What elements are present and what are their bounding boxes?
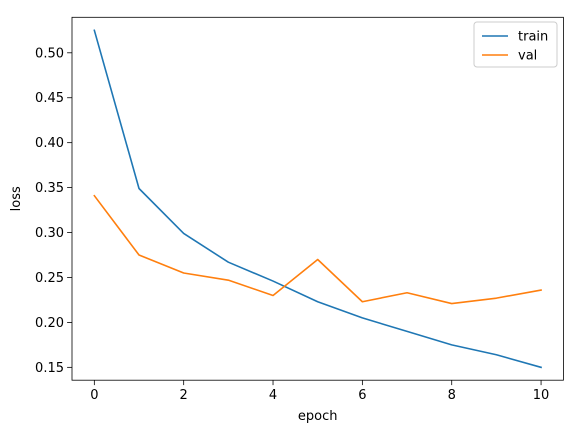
y-tick-label: 0.50: [35, 46, 64, 61]
y-axis-label: loss: [9, 186, 24, 211]
legend: train val: [473, 21, 558, 68]
legend-label-val: val: [518, 49, 537, 64]
x-tick-label: 4: [269, 388, 277, 403]
x-tick-label: 2: [180, 388, 188, 403]
y-tick-label: 0.30: [35, 226, 64, 241]
series-group: [93, 29, 543, 369]
y-axis-ticks: 0.15 0.20 0.25 0.30 0.35 0.40 0.45 0.50: [35, 46, 72, 376]
y-tick-label: 0.40: [35, 136, 64, 151]
x-tick-label: 0: [90, 388, 98, 403]
x-axis-label: epoch: [298, 409, 338, 424]
x-tick-label: 6: [358, 388, 366, 403]
y-tick-label: 0.15: [35, 361, 64, 376]
y-tick-label: 0.45: [35, 91, 64, 106]
x-tick-label: 8: [448, 388, 456, 403]
y-tick-label: 0.25: [35, 271, 64, 286]
series-line-val: [93, 194, 542, 305]
plot-area: [71, 16, 564, 381]
x-axis-ticks: 0 2 4 6 8 10: [90, 380, 549, 403]
axes-frame: [71, 16, 564, 381]
legend-label-train: train: [518, 30, 548, 45]
x-tick-label: 10: [533, 388, 550, 403]
y-tick-label: 0.20: [35, 316, 64, 331]
y-tick-label: 0.35: [35, 181, 64, 196]
series-line-train: [93, 29, 543, 369]
